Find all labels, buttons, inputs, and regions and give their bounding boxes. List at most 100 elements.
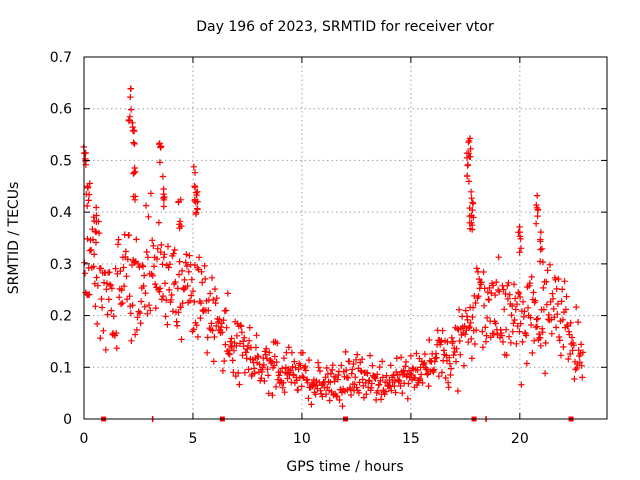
data-point — [245, 366, 252, 373]
data-point — [577, 341, 585, 348]
plot-frame — [83, 56, 608, 420]
data-point — [397, 382, 404, 390]
data-point — [124, 256, 131, 263]
data-point — [130, 139, 137, 146]
data-point — [561, 278, 568, 285]
data-point — [235, 369, 242, 377]
x-axis-label: GPS time / hours — [286, 459, 403, 475]
data-point — [435, 373, 443, 380]
data-point — [160, 194, 167, 202]
data-point — [468, 335, 475, 342]
data-point — [356, 379, 363, 386]
data-point — [135, 308, 142, 315]
data-point — [209, 327, 216, 334]
data-point — [497, 326, 504, 334]
data-point — [518, 381, 525, 388]
data-point — [357, 359, 364, 366]
data-point — [279, 384, 286, 391]
data-point — [143, 248, 150, 256]
data-point — [213, 295, 220, 302]
data-point — [130, 170, 137, 177]
data-point — [399, 390, 406, 397]
data-point — [355, 389, 363, 397]
data-point — [342, 348, 349, 356]
data-point — [575, 347, 582, 354]
data-point — [100, 327, 107, 334]
data-point — [176, 258, 183, 265]
data-point — [556, 337, 563, 344]
data-point — [103, 280, 111, 287]
data-point — [516, 223, 523, 231]
data-point — [484, 289, 491, 296]
data-point — [503, 351, 510, 359]
data-point — [147, 190, 155, 197]
data-point — [516, 233, 524, 240]
data-point — [542, 339, 549, 347]
x-tick-label: 5 — [188, 431, 197, 447]
data-point — [153, 255, 161, 263]
data-point — [438, 369, 446, 376]
data-point — [363, 391, 370, 398]
data-point — [555, 333, 563, 341]
data-point — [549, 295, 557, 302]
data-point — [252, 344, 260, 351]
data-point — [112, 265, 119, 272]
data-point — [353, 384, 360, 391]
data-point — [404, 371, 411, 378]
data-point — [192, 210, 200, 218]
data-point — [157, 249, 164, 256]
data-point — [305, 395, 312, 402]
data-point — [387, 362, 394, 369]
data-point — [448, 334, 455, 341]
data-point — [182, 259, 189, 266]
data-point — [467, 319, 474, 326]
data-point — [479, 344, 487, 351]
data-point — [222, 307, 230, 314]
data-point — [205, 307, 212, 314]
x-tick-label: 15 — [402, 431, 420, 447]
data-point — [329, 362, 336, 369]
data-point — [374, 387, 382, 394]
data-point — [116, 294, 123, 301]
data-point — [177, 196, 184, 203]
data-point — [265, 390, 272, 397]
data-point — [142, 202, 150, 209]
data-point — [316, 367, 324, 375]
data-point — [144, 310, 151, 317]
data-point — [360, 394, 368, 401]
data-point — [550, 305, 557, 313]
data-point — [567, 319, 574, 327]
data-point — [516, 293, 524, 301]
data-point — [166, 286, 173, 294]
data-point — [501, 306, 508, 313]
data-point — [492, 320, 499, 327]
data-point — [527, 321, 535, 329]
data-point — [430, 366, 438, 373]
data-point — [537, 334, 544, 342]
y-tick-labels: 0 0.1 0.2 0.3 0.4 0.5 0.6 0.7 — [50, 50, 72, 428]
data-point — [168, 291, 175, 299]
data-point — [418, 371, 425, 378]
data-point — [131, 331, 139, 338]
data-point — [199, 279, 206, 286]
data-point — [533, 201, 540, 209]
data-point — [554, 311, 561, 318]
data-point — [483, 314, 491, 321]
data-point — [154, 245, 161, 252]
data-point — [391, 382, 398, 390]
data-point — [572, 366, 579, 373]
data-point — [413, 350, 420, 357]
data-point — [228, 335, 235, 342]
data-point — [524, 304, 532, 311]
data-point — [564, 323, 571, 330]
data-point — [178, 267, 186, 275]
data-point — [189, 288, 197, 295]
data-point — [81, 150, 88, 157]
data-point — [352, 374, 359, 381]
data-point — [534, 212, 541, 220]
data-point — [131, 128, 138, 135]
data-point — [93, 218, 100, 225]
data-point — [465, 139, 472, 146]
data-point — [454, 387, 462, 395]
